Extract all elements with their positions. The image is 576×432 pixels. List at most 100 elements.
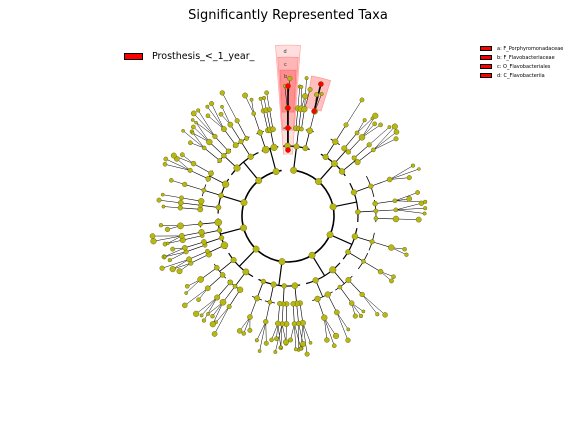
tree-node — [190, 110, 197, 117]
tree-node — [158, 223, 164, 228]
tree-arc — [206, 170, 213, 182]
tree-node — [406, 195, 413, 202]
tree-node — [193, 310, 200, 317]
tree-arc — [213, 263, 227, 279]
tree-node — [285, 83, 291, 89]
taxa-legend-swatch — [480, 64, 492, 69]
tree-node — [214, 264, 220, 271]
tree-node — [267, 107, 272, 112]
tree-node — [219, 298, 227, 306]
tree-edge — [304, 89, 311, 110]
tree-edge — [277, 323, 281, 348]
tree-node — [263, 319, 269, 325]
tree-edge — [348, 279, 363, 295]
tree-edge — [324, 317, 335, 346]
tree-edge — [345, 99, 363, 126]
tree-edge — [184, 184, 204, 191]
tree-edge — [361, 124, 381, 138]
tree-edge — [153, 235, 182, 242]
tree-node — [179, 152, 185, 158]
taxa-legend-item: c: O_Flavobacteriales — [480, 62, 563, 71]
tree-node — [293, 143, 300, 150]
tree-edge — [249, 298, 258, 318]
tree-edge — [302, 322, 308, 355]
tree-arc — [312, 291, 333, 301]
tree-node — [358, 313, 364, 319]
tree-edge — [184, 241, 204, 249]
tree-node — [359, 97, 365, 103]
tree-node — [311, 108, 317, 115]
tree-edge — [163, 206, 181, 209]
tree-edge — [324, 317, 328, 341]
tree-edge — [275, 323, 283, 353]
tree-node — [177, 200, 184, 206]
tree-node — [326, 231, 334, 239]
tree-node — [337, 284, 343, 290]
tree-node — [162, 254, 167, 259]
tree-edge — [172, 262, 191, 270]
tree-node — [351, 155, 357, 161]
tree-node — [205, 113, 211, 119]
clade-label: c — [284, 62, 287, 68]
tree-edge — [395, 218, 419, 220]
tree-node — [291, 321, 297, 327]
tree-node — [206, 312, 211, 316]
tree-node — [236, 286, 244, 293]
tree-node — [389, 278, 394, 284]
tree-node — [191, 124, 196, 130]
tree-node — [321, 314, 328, 321]
tree-edge — [200, 267, 217, 280]
tree-node — [324, 337, 330, 343]
tree-node — [332, 138, 339, 145]
tree-edge — [195, 122, 210, 143]
tree-node — [206, 138, 213, 146]
tree-edge — [284, 85, 288, 109]
tree-node — [208, 170, 214, 177]
tree-node — [410, 163, 416, 168]
tree-node — [274, 336, 279, 342]
tree-edge — [296, 303, 299, 324]
tree-node — [372, 200, 378, 207]
tree-node — [190, 118, 195, 122]
tree-node — [306, 127, 313, 134]
tree-edge — [207, 106, 225, 130]
tree-arc — [241, 169, 335, 263]
tree-node — [204, 285, 211, 292]
tree-node — [261, 95, 267, 100]
tree-arc — [335, 275, 353, 291]
highlight-layer: dcba — [275, 44, 332, 155]
tree-node — [272, 168, 280, 175]
tree-node — [277, 300, 283, 307]
tree-edge — [220, 194, 245, 204]
tree-edge — [344, 132, 358, 149]
taxa-legend-label: d: C_Flavobacteriia — [497, 72, 545, 79]
tree-node — [209, 101, 215, 107]
tree-node — [322, 153, 329, 160]
tree-node — [285, 147, 291, 153]
tree-node — [251, 111, 256, 116]
tree-node — [241, 331, 246, 336]
tree-edge — [357, 210, 376, 213]
tree-edge — [271, 323, 279, 341]
tree-edge — [190, 254, 209, 264]
tree-edge — [353, 144, 370, 159]
tree-node — [255, 177, 263, 184]
tree-edge — [294, 323, 302, 349]
tree-edge — [181, 231, 202, 237]
tree-node — [359, 291, 365, 298]
tree-node — [170, 246, 176, 252]
taxa-legend-label: b: F_Flavobacteriaceae — [497, 54, 555, 61]
tree-node — [199, 313, 204, 318]
clade-label: d — [284, 49, 287, 55]
tree-edge — [180, 207, 201, 210]
tree-node — [247, 314, 253, 320]
tree-node — [312, 277, 319, 284]
tree-arc — [305, 262, 341, 285]
tree-node — [230, 257, 237, 264]
tree-node — [150, 238, 157, 245]
tree-node — [262, 145, 270, 154]
tree-node — [222, 180, 230, 188]
tree-node — [221, 153, 227, 159]
tree-node — [215, 204, 222, 211]
tree-node — [156, 197, 162, 203]
